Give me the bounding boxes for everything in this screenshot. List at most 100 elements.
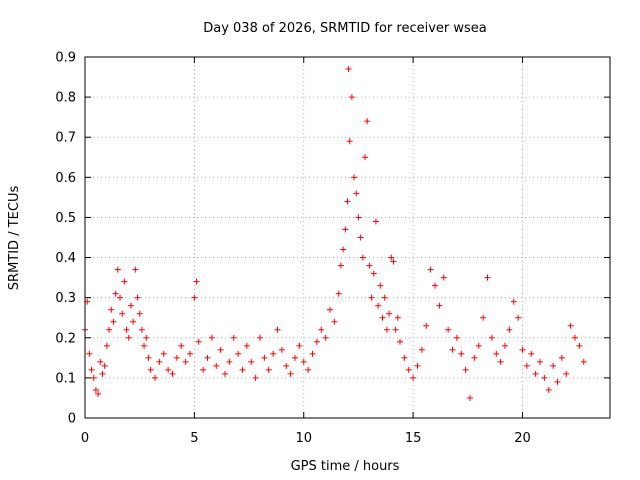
- data-point: [235, 350, 242, 357]
- data-point: [344, 198, 351, 205]
- data-point: [97, 358, 104, 365]
- data-point: [145, 354, 152, 361]
- data-point: [112, 290, 119, 297]
- data-point: [550, 362, 557, 369]
- data-point: [327, 306, 333, 313]
- axis-ticks: [84, 56, 610, 419]
- data-point: [528, 350, 535, 357]
- data-point: [322, 334, 329, 341]
- data-point: [300, 358, 307, 365]
- data-point: [567, 322, 574, 329]
- data-point: [169, 370, 176, 377]
- data-point: [283, 362, 290, 369]
- y-tick-label: 0.9: [55, 51, 76, 66]
- data-point: [117, 294, 123, 301]
- chart-title: Day 038 of 2026, SRMTID for receiver wse…: [203, 21, 487, 36]
- data-point: [106, 326, 113, 333]
- y-tick-label: 0.2: [55, 331, 76, 346]
- data-point: [510, 298, 517, 305]
- data-point: [445, 326, 452, 333]
- data-point: [103, 342, 110, 349]
- data-point: [537, 358, 543, 365]
- data-point: [130, 318, 137, 325]
- data-point: [397, 338, 403, 345]
- data-point: [331, 318, 338, 325]
- y-tick-label: 0.5: [55, 211, 76, 226]
- data-point: [193, 278, 200, 285]
- data-point: [364, 118, 371, 125]
- data-point: [160, 350, 167, 357]
- data-point: [488, 334, 495, 341]
- y-axis-label: SRMTID / TECUs: [7, 186, 22, 291]
- data-point: [239, 366, 246, 373]
- data-point: [379, 314, 386, 321]
- x-tick-label: 5: [190, 431, 198, 446]
- data-point: [125, 334, 132, 341]
- data-point: [563, 370, 570, 377]
- data-point: [121, 278, 128, 285]
- data-point: [278, 346, 285, 353]
- data-point: [318, 326, 325, 333]
- data-point: [558, 354, 565, 361]
- data-point: [90, 374, 97, 381]
- data-point: [375, 302, 382, 309]
- data-point: [261, 354, 268, 361]
- data-point: [143, 334, 150, 341]
- data-point: [230, 334, 237, 341]
- data-point: [502, 342, 508, 349]
- data-point: [381, 294, 388, 301]
- data-point: [383, 326, 390, 333]
- data-point: [296, 342, 303, 349]
- y-tick-label: 0.6: [55, 171, 76, 186]
- data-point: [405, 366, 412, 373]
- data-point: [423, 322, 430, 329]
- data-point: [497, 358, 504, 365]
- data-point: [386, 310, 393, 317]
- data-point: [523, 362, 530, 369]
- y-tick-label: 0.3: [55, 291, 76, 306]
- data-point: [436, 302, 443, 309]
- data-point: [195, 338, 202, 345]
- data-point: [110, 318, 117, 325]
- data-point: [377, 282, 384, 289]
- data-point: [370, 270, 377, 277]
- data-point: [554, 378, 561, 385]
- data-point: [392, 326, 399, 333]
- data-point: [345, 66, 352, 73]
- data-point: [462, 366, 469, 373]
- data-point: [410, 374, 417, 381]
- data-point: [217, 346, 224, 353]
- data-point: [309, 350, 316, 357]
- data-point: [335, 290, 342, 297]
- data-point: [418, 346, 425, 353]
- data-point: [475, 342, 482, 349]
- data-point: [248, 358, 255, 365]
- data-point: [204, 354, 211, 361]
- data-point: [342, 226, 349, 233]
- data-point: [127, 302, 134, 309]
- data-point: [366, 262, 373, 269]
- data-point: [484, 274, 491, 281]
- data-point: [532, 370, 539, 377]
- data-point: [449, 346, 456, 353]
- data-point: [572, 334, 578, 341]
- data-point: [372, 218, 379, 225]
- data-point: [337, 262, 344, 269]
- data-point: [270, 350, 277, 357]
- data-point: [453, 334, 460, 341]
- data-point: [114, 266, 121, 273]
- y-tick-label: 0.4: [55, 251, 76, 266]
- data-point: [340, 246, 347, 253]
- data-point: [467, 394, 473, 401]
- x-tick-label: 10: [295, 431, 312, 446]
- data-point: [353, 190, 360, 197]
- plot-frame: [84, 56, 611, 419]
- data-point: [432, 282, 438, 289]
- data-point: [141, 342, 148, 349]
- data-point: [545, 386, 552, 393]
- data-point: [132, 266, 139, 273]
- y-tick-label: 0.1: [55, 371, 76, 386]
- data-point: [458, 350, 465, 357]
- data-point: [136, 310, 143, 317]
